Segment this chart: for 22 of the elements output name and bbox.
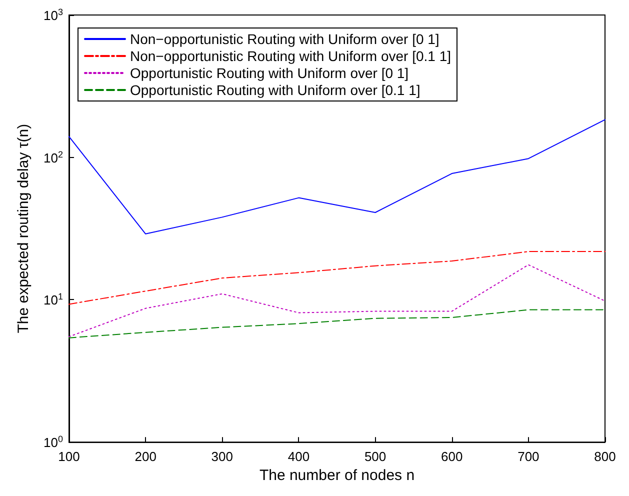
x-tick-label: 200 bbox=[134, 449, 156, 464]
line-series bbox=[68, 264, 606, 338]
legend-label: Non−opportunistic Routing with Uniform over [0 1] bbox=[130, 31, 440, 47]
legend-label: Non−opportunistic Routing with Uniform over [0.1 1] bbox=[130, 48, 451, 64]
y-tick-label: 10$^{3}$ bbox=[44, 7, 63, 23]
legend-label: Opportunistic Routing with Uniform over [0.1 1] bbox=[130, 82, 420, 98]
x-tick-label: 500 bbox=[364, 449, 386, 464]
y-tick-label: 10$^{0}$ bbox=[44, 434, 63, 450]
y-tick-label: 10$^{2}$ bbox=[44, 149, 63, 166]
x-tick-label: 600 bbox=[441, 449, 463, 464]
line-series bbox=[68, 119, 606, 234]
line-series bbox=[68, 309, 606, 338]
line-series bbox=[68, 251, 606, 305]
x-tick-label: 300 bbox=[211, 449, 233, 464]
y-tick-label: 10$^{1}$ bbox=[44, 292, 63, 308]
legend-label: Opportunistic Routing with Uniform over [0 1] bbox=[130, 65, 409, 81]
y-axis-title: The expected routing delay τ(n) bbox=[15, 124, 32, 334]
x-tick-label: 800 bbox=[594, 449, 616, 464]
x-tick-label: 700 bbox=[518, 449, 540, 464]
x-tick-label: 400 bbox=[288, 449, 310, 464]
x-axis-title: The number of nodes n bbox=[259, 467, 415, 484]
x-tick-label: 100 bbox=[58, 449, 80, 464]
